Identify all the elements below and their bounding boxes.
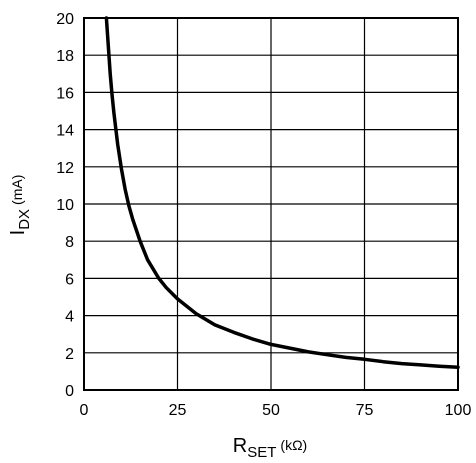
y-tick-label: 10 (56, 197, 74, 214)
grid (83, 17, 459, 391)
y-tick-label: 16 (56, 85, 74, 102)
x-tick-label: 50 (262, 402, 280, 419)
x-axis-label-main: R (233, 435, 247, 457)
y-tick-labels: 0 2 4 6 8 10 12 14 16 18 20 (56, 11, 74, 400)
y-axis-label-main: I (7, 230, 29, 236)
x-tick-labels: 0 25 50 75 100 (80, 402, 472, 419)
x-tick-label: 75 (356, 402, 374, 419)
y-axis-label-unit: (mA) (9, 175, 25, 205)
y-tick-label: 6 (65, 271, 74, 288)
y-tick-label: 2 (65, 346, 74, 363)
y-tick-label: 20 (56, 11, 74, 28)
y-axis-label-subscript: DX (16, 209, 33, 230)
y-tick-label: 0 (65, 383, 74, 400)
y-axis-label: IDX (mA) (7, 175, 33, 236)
x-tick-label: 25 (169, 402, 187, 419)
plot-frame (83, 17, 459, 391)
series-layer (104, 16, 460, 370)
x-axis-label-unit: (kΩ) (280, 437, 307, 453)
x-tick-label: 0 (80, 402, 89, 419)
y-tick-label: 8 (65, 234, 74, 251)
y-tick-label: 12 (56, 160, 74, 177)
x-axis-label: RSET (kΩ) (233, 435, 307, 461)
x-axis-label-subscript: SET (247, 444, 276, 461)
series-line-0 (104, 16, 460, 370)
y-tick-label: 14 (56, 123, 74, 140)
x-tick-label: 100 (445, 402, 472, 419)
y-tick-label: 4 (65, 309, 74, 326)
y-tick-label: 18 (56, 48, 74, 65)
